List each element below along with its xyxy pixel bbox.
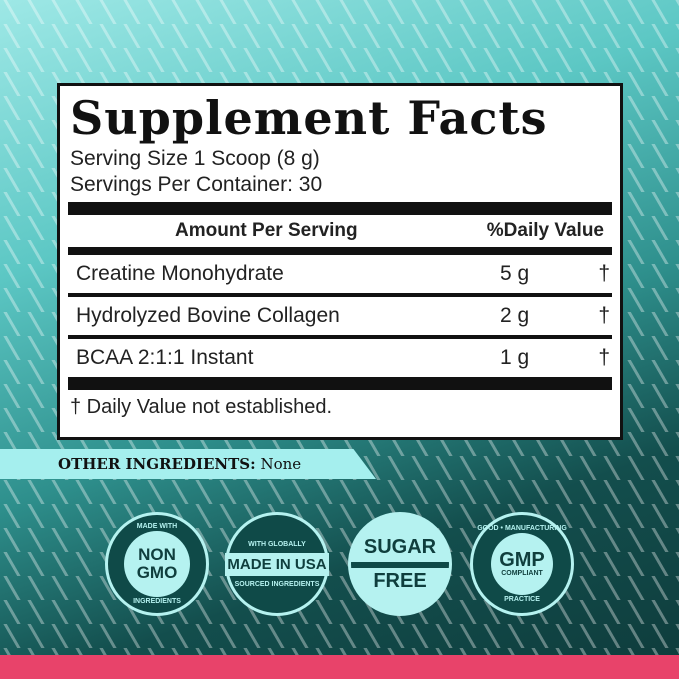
badge-main: NON GMO: [136, 545, 178, 582]
ingredient-name: BCAA 2:1:1 Instant: [76, 346, 254, 369]
badge-top: GOOD • MANUFACTURING: [477, 525, 567, 532]
ingredient-name: Creatine Monohydrate: [76, 262, 284, 285]
badge-main: MADE IN USA: [225, 552, 329, 576]
other-label: OTHER INGREDIENTS:: [58, 455, 256, 473]
serving-size: Serving Size 1 Scoop (8 g): [70, 147, 320, 170]
non-gmo-badge: MADE WITH NON GMO INGREDIENTS: [105, 512, 209, 616]
badge-center: NON GMO: [124, 531, 190, 597]
other-ingredients-banner: OTHER INGREDIENTS: None: [0, 449, 376, 479]
table-row: BCAA 2:1:1 Instant 1 g †: [70, 339, 610, 377]
table-row: Creatine Monohydrate 5 g †: [70, 255, 610, 293]
badge-bottom: PRACTICE: [504, 596, 540, 603]
badge-bottom: INGREDIENTS: [133, 598, 181, 605]
divider: [68, 293, 612, 297]
servings-per-container: Servings Per Container: 30: [70, 173, 323, 196]
amount-header: Amount Per Serving: [175, 220, 358, 241]
badge-top: MADE WITH: [136, 523, 178, 530]
divider: [68, 377, 612, 390]
ingredient-dv: †: [598, 346, 610, 369]
badge-top: WITH GLOBALLY: [248, 540, 306, 548]
badge-main: FREE: [373, 570, 427, 592]
bottom-stripe: [0, 655, 679, 679]
badge-sub: COMPLIANT: [501, 569, 543, 577]
badge-bottom: SOURCED INGREDIENTS: [234, 580, 320, 588]
badge-center: GMP COMPLIANT: [491, 533, 553, 595]
table-row: Hydrolyzed Bovine Collagen 2 g †: [70, 297, 610, 335]
made-in-usa-badge: WITH GLOBALLY MADE IN USA SOURCED INGREDIE…: [225, 512, 329, 616]
divider: [68, 202, 612, 215]
ingredient-amount: 1 g: [500, 346, 530, 369]
panel-title: Supplement Facts: [70, 91, 548, 145]
supplement-facts-panel: Supplement Facts Serving Size 1 Scoop (8…: [57, 83, 623, 440]
ingredient-amount: 2 g: [500, 304, 530, 327]
badge-main: GMP: [499, 548, 545, 571]
divider: [68, 247, 612, 255]
other-value: None: [260, 455, 302, 473]
gmp-badge: GOOD • MANUFACTURING GMP COMPLIANT PRACTICE: [470, 512, 574, 616]
ingredient-dv: †: [598, 304, 610, 327]
ingredient-dv: †: [598, 262, 610, 285]
ingredient-name: Hydrolyzed Bovine Collagen: [76, 304, 340, 327]
badge-top: SUGAR: [363, 536, 437, 558]
footnote: † Daily Value not established.: [70, 396, 333, 418]
sugar-free-badge: SUGAR FREE: [348, 512, 452, 616]
dv-header: %Daily Value: [486, 220, 604, 241]
ingredient-amount: 5 g: [500, 262, 530, 285]
column-header: Amount Per Serving %Daily Value: [70, 215, 610, 247]
divider: [68, 335, 612, 339]
